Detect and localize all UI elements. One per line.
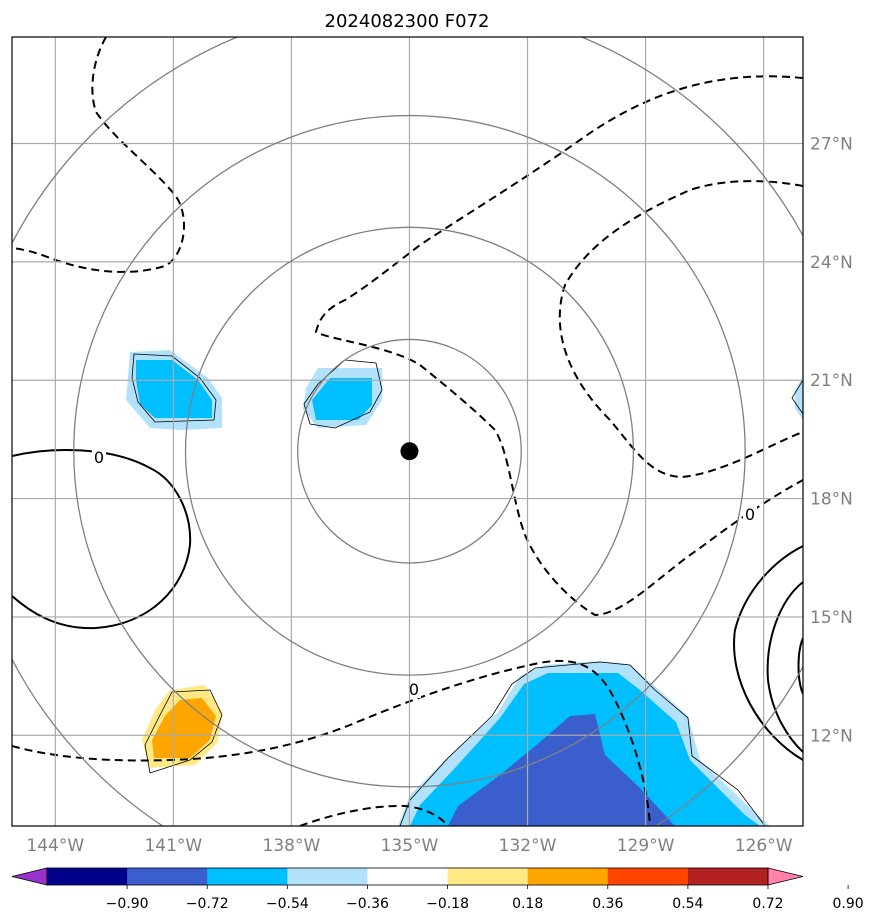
grid-lines [12,37,803,826]
thin-contour-central [303,359,383,429]
colorbar [11,867,804,886]
colorbar-tick-label-4: −0.18 [426,896,469,912]
colorbar-tick-label-9: 0.90 [833,896,864,912]
x-tick-label-0: 144°W [26,836,84,856]
colorbar-extend-low [11,867,48,886]
solid-contour-east-inner [797,637,803,695]
colorbar-extend-high [767,867,804,886]
range-ring-1 [184,226,635,676]
contour-labels: 0 0 0 [92,448,757,699]
x-tick-label-1: 141°W [144,836,202,856]
dashed-contour-bottom [299,804,449,826]
plot-area: 0 0 0 [12,37,803,826]
colorbar-segment-2 [207,868,288,885]
solid-contour-east-mid [766,581,803,753]
filled-contours [126,350,803,826]
storm-center-marker [400,442,419,461]
negative-anomaly-region-south-core [448,714,675,826]
colorbar-segment-0 [47,868,128,885]
dashed-contours [12,37,803,826]
y-tick-labels: 27°N 24°N 21°N 18°N 15°N 12°N [810,135,853,747]
range-ring-0 [297,338,522,564]
colorbar-segment-1 [127,868,208,885]
y-tick-label-1: 24°N [810,253,853,273]
thin-contour-west [131,353,217,423]
range-rings [12,37,803,826]
colorbar-tick-label-0: −0.90 [106,896,149,912]
dashed-contour-south [12,659,651,826]
y-tick-label-2: 21°N [810,371,853,391]
y-tick-label-4: 15°N [810,608,853,628]
negative-anomaly-region-east-edge [795,376,803,420]
colorbar-tick-label-5: 0.18 [512,896,543,912]
colorbar-tick-label-3: −0.36 [346,896,389,912]
solid-contour-west [12,449,192,630]
colorbar-segment-3 [287,868,368,885]
colorbar-segment-8 [687,868,769,885]
x-tick-label-4: 132°W [499,836,557,856]
thin-contour-positive [144,689,223,774]
solid-contour-east-outer [733,545,803,761]
chart-title: 2024082300 F072 [325,11,490,32]
x-tick-label-2: 138°W [263,836,321,856]
colorbar-tick-label-7: 0.54 [672,896,703,912]
x-tick-labels: 144°W 141°W 138°W 135°W 132°W 129°W 126°W [26,836,792,856]
x-tick-label-5: 129°W [617,836,675,856]
negative-anomaly-region-west-core [136,360,212,418]
colorbar-segment-4 [367,868,449,885]
y-tick-label-0: 27°N [810,135,853,155]
negative-anomaly-region-central-core [312,378,372,420]
colorbar-segment-7 [607,868,689,885]
contour-label-east: 0 [745,505,755,524]
thin-contour-south [399,661,766,826]
thin-contour-east-edge [791,379,803,415]
colorbar-segment-6 [527,868,609,885]
range-ring-2 [73,114,746,788]
colorbar-tick-label-1: −0.72 [186,896,229,912]
x-tick-label-3: 135°W [381,836,439,856]
colorbar-segment-5 [447,868,529,885]
x-tick-label-6: 126°W [735,836,793,856]
contour-label-west: 0 [94,448,104,467]
y-tick-label-3: 18°N [810,490,853,510]
dashed-contour-north [314,75,803,617]
dashed-contour-east [558,180,803,479]
contour-label-south: 0 [409,680,419,699]
plot-frame [11,36,804,827]
range-ring-outer [12,37,803,826]
colorbar-frame [46,867,769,886]
y-tick-label-5: 12°N [810,726,853,746]
thin-contours [131,353,803,826]
colorbar-tick-labels: −0.90 −0.72 −0.54 −0.36 −0.18 0.18 0.36 0.54 0.7… [106,885,864,912]
dashed-contour-northwest [12,37,186,273]
colorbar-tick-label-2: −0.54 [266,896,309,912]
colorbar-tick-label-8: 0.72 [752,896,783,912]
colorbar-tick-label-6: 0.36 [592,896,623,912]
